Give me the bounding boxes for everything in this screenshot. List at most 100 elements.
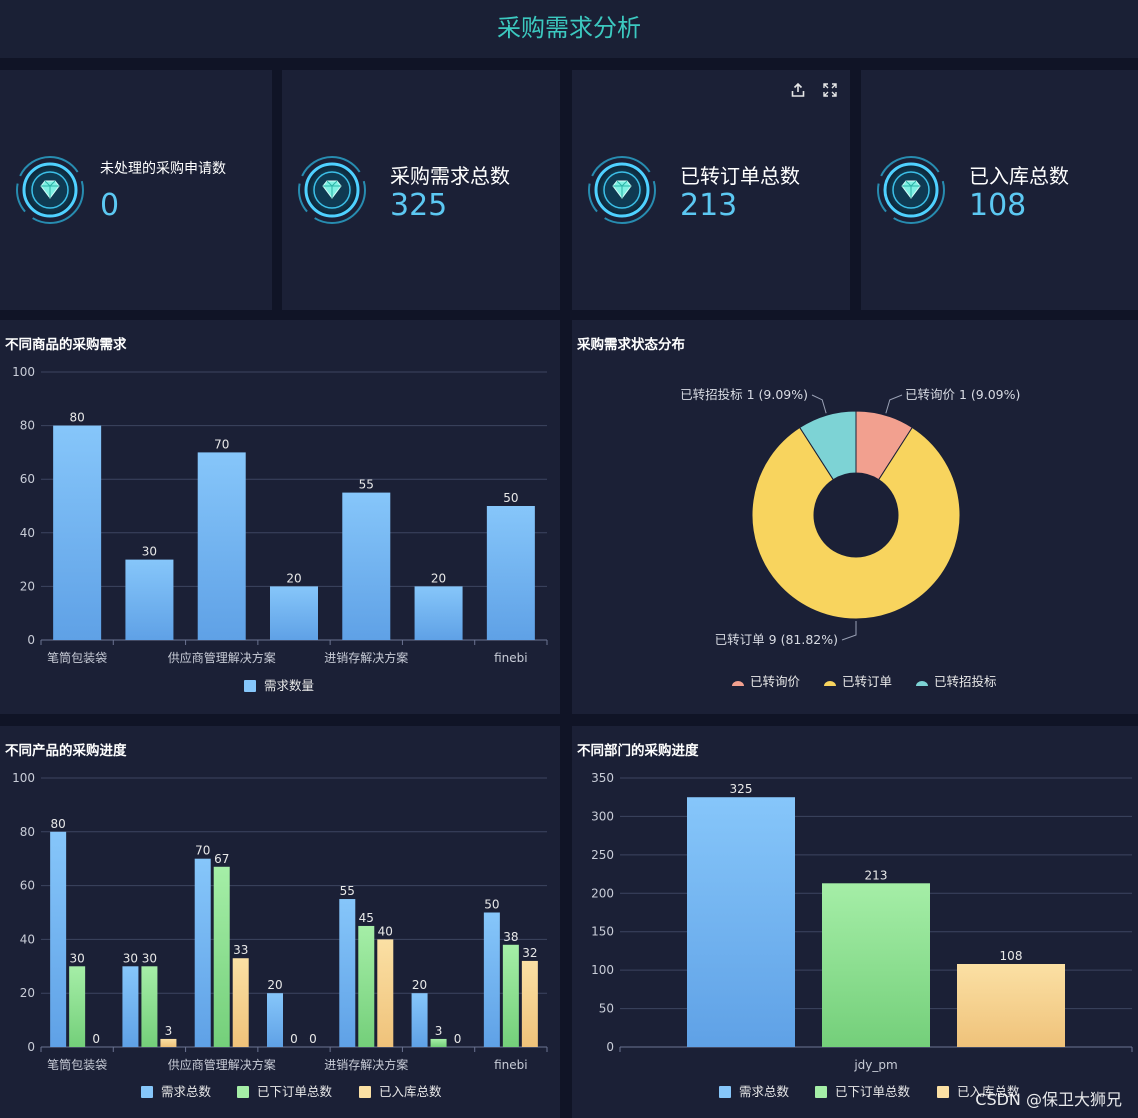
fullscreen-icon[interactable]: [820, 82, 840, 102]
y-tick-label: 40: [20, 932, 35, 946]
bar: [521, 960, 538, 1047]
legend-label: 已入库总数: [379, 1084, 442, 1099]
data-label: 108: [1000, 949, 1023, 963]
panel-product-progress: 不同产品的采购进度 0 20 40 60 80 100 80 30 0 笔筒包装袋 30 30 3 70 6…: [0, 726, 560, 1118]
panel-status-distribution: 采购需求状态分布 已转询价 1 (9.09%) 已转订单 9 (81.82%) 已转…: [572, 320, 1138, 714]
y-tick-label: 80: [20, 825, 35, 839]
x-tick-label: 供应商管理解决方案: [168, 650, 276, 665]
legend-label: 需求总数: [739, 1084, 790, 1099]
x-tick-label: 笔筒包装袋: [47, 1057, 107, 1072]
export-icon[interactable]: [788, 82, 808, 102]
bar: [125, 559, 174, 640]
bar: [232, 958, 249, 1047]
y-tick-label: 60: [20, 879, 35, 893]
bar: [213, 866, 230, 1047]
panel-product-demand: 不同商品的采购需求 0 20 40 60 80 100 80 笔筒包装袋 30 70 供应商管理解决…: [0, 320, 560, 714]
data-label: 80: [51, 817, 66, 831]
legend-swatch: [141, 1086, 153, 1098]
data-label: 55: [359, 478, 374, 492]
y-tick-label: 150: [591, 925, 614, 939]
bar: [687, 797, 795, 1047]
y-tick-label: 100: [591, 963, 614, 977]
data-label: 30: [142, 545, 157, 559]
kpi-label: 已入库总数: [969, 164, 1069, 188]
kpi-label: 已转订单总数: [680, 164, 800, 188]
y-tick-label: 0: [27, 1040, 35, 1054]
watermark: CSDN @保卫大狮兄: [975, 1090, 1122, 1109]
pie-slice: [799, 410, 857, 481]
bar: [411, 993, 428, 1047]
bar: [141, 966, 158, 1047]
legend-label: 已转询价: [750, 674, 801, 689]
panel-title: 不同产品的采购进度: [5, 743, 127, 759]
kpi-value: 108: [969, 188, 1027, 223]
y-tick-label: 0: [606, 1040, 614, 1054]
data-label: 30: [142, 951, 157, 965]
legend-label: 已转订单: [842, 674, 892, 689]
legend-swatch: [244, 680, 256, 692]
kpi-value: 325: [390, 188, 448, 223]
bar: [486, 506, 535, 640]
pie-leader-line: [811, 394, 827, 414]
legend-label: 已转招投标: [934, 674, 997, 689]
panel-title: 不同商品的采购需求: [5, 337, 127, 353]
data-label: 20: [412, 978, 427, 992]
x-tick-label: finebi: [494, 1058, 528, 1072]
data-label: 325: [730, 782, 753, 796]
y-tick-label: 0: [27, 633, 35, 647]
legend-swatch: [916, 681, 928, 686]
pie-leader-line: [885, 394, 903, 414]
bar: [377, 939, 394, 1047]
kpi-card-stocked: 已入库总数 108: [861, 70, 1138, 310]
legend-label: 需求总数: [161, 1084, 212, 1099]
y-tick-label: 350: [591, 771, 614, 785]
legend-label: 已下订单总数: [257, 1084, 333, 1099]
data-label: 80: [70, 411, 85, 425]
header-bar: 采购需求分析: [0, 0, 1138, 58]
gem-icon: [298, 156, 366, 224]
bar: [342, 492, 391, 640]
x-tick-label: finebi: [494, 651, 528, 665]
data-label: 38: [503, 930, 518, 944]
kpi-label: 未处理的采购申请数: [100, 161, 226, 177]
bar: [502, 944, 519, 1047]
data-label: 20: [431, 571, 446, 585]
data-label: 0: [454, 1032, 462, 1046]
bar: [53, 425, 102, 640]
bar: [358, 925, 375, 1047]
data-label: 30: [123, 951, 138, 965]
bar: [430, 1038, 447, 1047]
kpi-value: 0: [100, 188, 120, 223]
data-label: 70: [214, 437, 229, 451]
bar: [197, 452, 246, 640]
data-label: 0: [92, 1032, 100, 1046]
pie-leader-line: [841, 621, 857, 641]
status-pie-chart: 已转询价 1 (9.09%) 已转订单 9 (81.82%) 已转招投标 1 (9.…: [680, 387, 1020, 689]
y-tick-label: 60: [20, 472, 35, 486]
data-label: 20: [267, 978, 282, 992]
data-label: 50: [503, 491, 518, 505]
gem-icon: [588, 156, 656, 224]
data-label: 50: [484, 898, 499, 912]
kpi-value: 213: [680, 188, 738, 223]
bar: [194, 858, 211, 1047]
y-tick-label: 250: [591, 848, 614, 862]
data-label: 0: [309, 1032, 317, 1046]
product-demand-chart: 0 20 40 60 80 100 80 笔筒包装袋 30 70 供应商管理解决方案 20 55 进销存解…: [12, 365, 548, 693]
y-tick-label: 50: [599, 1002, 614, 1016]
page-title: 采购需求分析: [497, 14, 641, 42]
legend-swatch: [237, 1086, 249, 1098]
data-label: 3: [435, 1024, 443, 1038]
legend-label: 已下订单总数: [835, 1084, 911, 1099]
kpi-card-pending: 未处理的采购申请数 0: [0, 70, 272, 310]
legend-label: 已入库总数: [957, 1084, 1020, 1099]
bar: [822, 883, 930, 1047]
legend-label: 需求数量: [264, 678, 314, 693]
x-tick-label: 供应商管理解决方案: [168, 1057, 276, 1072]
pie-slice-label: 已转订单 9 (81.82%): [715, 632, 838, 647]
y-tick-label: 80: [20, 419, 35, 433]
legend-swatch: [824, 681, 836, 686]
panel-title: 不同部门的采购进度: [577, 743, 699, 759]
x-tick-label: 进销存解决方案: [324, 1057, 408, 1072]
